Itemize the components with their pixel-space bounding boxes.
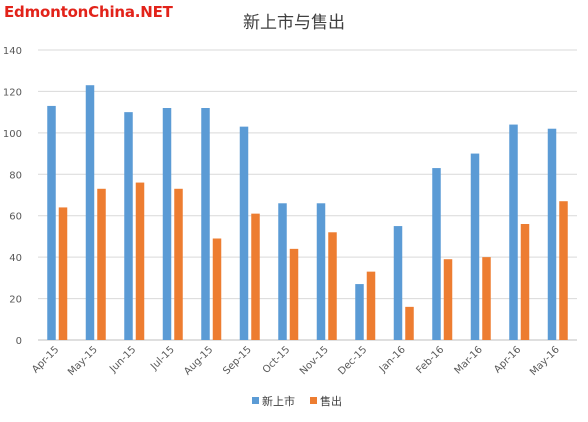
legend-swatch — [310, 397, 317, 404]
legend-label: 新上市 — [262, 394, 295, 408]
bar-sold — [328, 232, 337, 340]
y-tick-label: 0 — [16, 336, 22, 347]
legend: 新上市 售出 — [252, 394, 342, 408]
bar-sold — [135, 182, 145, 340]
x-tick-label: Jan-16 — [377, 344, 408, 375]
bar-new-listings — [547, 128, 557, 340]
bar-sold — [251, 213, 260, 340]
bar-sold — [443, 259, 453, 340]
chart-title: 新上市与售出 — [243, 13, 345, 33]
x-tick-label: Mar-16 — [453, 344, 485, 376]
gridlines — [38, 49, 577, 341]
y-axis-ticks: 0 20 40 60 80 100 120 140 — [3, 46, 22, 347]
x-tick-label: Jul-15 — [148, 344, 177, 373]
y-tick-label: 100 — [3, 129, 22, 140]
y-tick-label: 40 — [9, 253, 22, 264]
y-tick-label: 120 — [3, 87, 22, 98]
x-tick-label: Aug-15 — [182, 344, 215, 377]
bar-sold — [520, 224, 530, 340]
bar-sold — [174, 188, 183, 340]
x-tick-label: Oct-15 — [261, 344, 293, 376]
y-tick-label: 140 — [3, 46, 22, 57]
y-tick-label: 80 — [9, 170, 22, 181]
y-tick-label: 60 — [9, 212, 22, 223]
watermark-logo: EdmontonChina.NET — [4, 3, 173, 21]
bar-new-listings — [355, 284, 364, 340]
bar-sold — [289, 248, 299, 340]
bar-new-listings — [393, 226, 403, 340]
bar-new-listings — [124, 112, 133, 341]
x-tick-label: Nov-15 — [298, 344, 331, 377]
bar-sold — [405, 306, 414, 340]
bar-sold — [97, 188, 106, 340]
x-tick-label: Feb-16 — [415, 344, 447, 376]
x-tick-label: Apr-16 — [492, 344, 523, 375]
bar-new-listings — [47, 105, 56, 340]
bar-new-listings — [470, 153, 480, 340]
bar-sold — [212, 238, 222, 340]
x-axis-ticks: Apr-15 May-15 Jun-15 Jul-15 Aug-15 Sep-15 Oct-… — [30, 344, 562, 378]
bar-new-listings — [316, 203, 326, 340]
x-tick-label: Sep-15 — [221, 344, 254, 377]
bar-sold — [366, 271, 376, 340]
bar-new-listings — [85, 85, 95, 340]
x-tick-label: May-16 — [528, 344, 562, 378]
x-tick-label: Dec-15 — [336, 344, 369, 377]
bar-sold — [58, 207, 68, 340]
legend-swatch — [252, 397, 259, 404]
bar-new-listings — [278, 203, 287, 340]
bar-sold — [482, 257, 491, 340]
x-tick-label: Apr-15 — [30, 344, 61, 375]
bar-new-listings — [509, 124, 518, 340]
x-tick-label: May-15 — [66, 344, 100, 378]
bar-new-listings — [432, 168, 441, 340]
y-tick-label: 20 — [9, 295, 22, 306]
bars — [47, 85, 568, 341]
bar-new-listings — [239, 126, 249, 341]
bar-new-listings — [201, 108, 210, 340]
bar-new-listings — [162, 108, 172, 340]
bar-sold — [559, 201, 568, 340]
x-tick-label: Jun-15 — [107, 344, 138, 375]
legend-label: 售出 — [320, 394, 342, 408]
